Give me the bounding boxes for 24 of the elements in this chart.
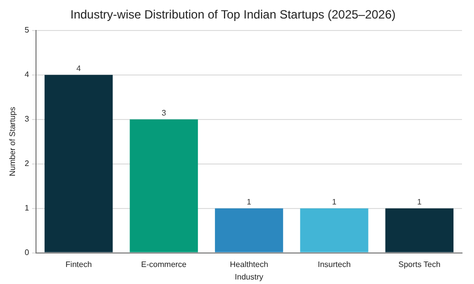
chart-title: Industry-wise Distribution of Top Indian Startups (2025–2026) [70, 8, 396, 22]
y-axis-title: Number of Startups [8, 106, 18, 176]
y-tick-label: 1 [24, 204, 30, 213]
x-tick-label: Healthtech [230, 260, 268, 269]
x-tick-label: E-commerce [141, 260, 188, 269]
x-tick-label: Insurtech [318, 260, 351, 269]
y-tick-label: 0 [24, 248, 30, 258]
y-tick-label: 4 [24, 70, 30, 80]
bar [44, 74, 113, 252]
y-tick-label: 3 [24, 114, 30, 124]
x-tick-label: Sports Tech [398, 260, 440, 269]
y-tick-label: 5 [24, 26, 30, 35]
bar [385, 208, 454, 252]
data-label: 1 [417, 198, 422, 207]
bar [214, 208, 284, 252]
data-label: 4 [76, 64, 82, 74]
data-label: 3 [162, 108, 167, 118]
data-label: 1 [246, 198, 252, 207]
y-tick-label: 2 [24, 159, 30, 168]
data-label: 1 [332, 198, 337, 207]
x-tick-label: Fintech [66, 260, 92, 269]
x-axis-title: Industry [234, 272, 264, 282]
bar [300, 208, 368, 252]
bar [130, 119, 198, 252]
